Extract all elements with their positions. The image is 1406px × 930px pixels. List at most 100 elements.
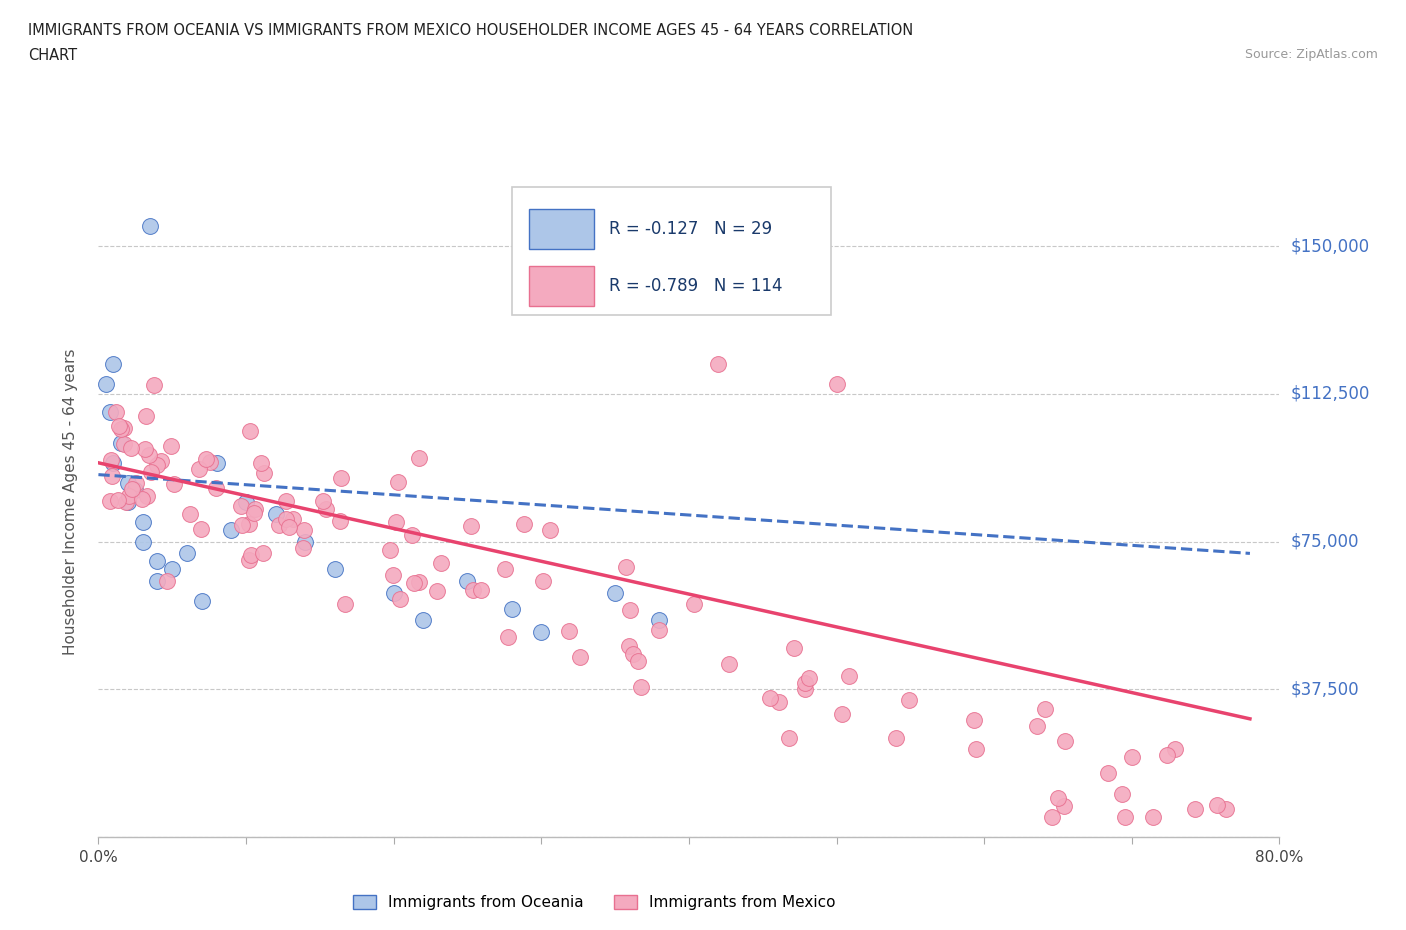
Point <box>778 731 800 746</box>
Point <box>614 560 637 575</box>
Point <box>229 498 252 513</box>
Point <box>269 518 291 533</box>
FancyBboxPatch shape <box>530 266 595 306</box>
Y-axis label: Householder Income Ages 45 - 64 years: Householder Income Ages 45 - 64 years <box>63 349 77 656</box>
Point <box>239 423 262 438</box>
Point <box>131 492 153 507</box>
Point <box>100 452 122 467</box>
Point <box>107 419 129 434</box>
Point <box>1205 798 1227 813</box>
Point <box>335 596 357 611</box>
Point <box>242 506 264 521</box>
Point <box>291 540 314 555</box>
Point <box>470 583 492 598</box>
Point <box>768 695 790 710</box>
Point <box>538 523 561 538</box>
Point <box>121 482 143 497</box>
Point <box>315 501 337 516</box>
Point <box>408 451 430 466</box>
Point <box>163 477 186 492</box>
Point <box>115 495 138 510</box>
Point <box>1156 748 1178 763</box>
Point <box>107 493 129 508</box>
Point <box>1033 701 1056 716</box>
Point <box>124 483 146 498</box>
Point <box>1184 801 1206 816</box>
Point <box>717 657 740 671</box>
Point <box>238 553 260 568</box>
Point <box>323 562 346 577</box>
Point <box>501 601 523 616</box>
Point <box>648 623 671 638</box>
Point <box>231 518 253 533</box>
Point <box>378 542 401 557</box>
Point <box>385 514 408 529</box>
Point <box>238 517 260 532</box>
Point <box>456 574 478 589</box>
Point <box>1142 810 1164 825</box>
Point <box>94 377 117 392</box>
Point <box>103 456 125 471</box>
Point <box>103 357 125 372</box>
Text: $112,500: $112,500 <box>1291 385 1369 403</box>
Point <box>98 405 121 419</box>
Point <box>1040 810 1063 825</box>
Point <box>825 377 848 392</box>
Point <box>98 494 121 509</box>
Point <box>533 573 555 588</box>
Point <box>619 603 641 618</box>
Point <box>886 731 908 746</box>
Point <box>125 476 148 491</box>
Point <box>117 475 139 490</box>
Point <box>294 534 316 549</box>
Point <box>1111 786 1133 801</box>
Point <box>150 454 173 469</box>
Point <box>558 624 581 639</box>
Point <box>621 646 644 661</box>
Point <box>278 520 301 535</box>
Point <box>250 456 273 471</box>
Point <box>143 378 166 392</box>
Point <box>146 554 169 569</box>
Point <box>1114 810 1136 825</box>
Point <box>838 669 860 684</box>
Point <box>389 591 412 606</box>
Point <box>104 405 127 420</box>
Point <box>162 562 183 577</box>
FancyBboxPatch shape <box>512 188 831 314</box>
Point <box>176 546 198 561</box>
Text: Source: ZipAtlas.com: Source: ZipAtlas.com <box>1244 48 1378 61</box>
Point <box>793 675 815 690</box>
Point <box>630 679 652 694</box>
Point <box>281 512 304 526</box>
Point <box>132 534 155 549</box>
Point <box>494 562 516 577</box>
Point <box>463 583 485 598</box>
Point <box>513 516 536 531</box>
Point <box>965 741 987 756</box>
Point <box>460 518 482 533</box>
Point <box>382 585 405 600</box>
Point <box>707 357 730 372</box>
Point <box>381 567 404 582</box>
Point <box>139 219 162 234</box>
Point <box>426 584 449 599</box>
Point <box>205 456 228 471</box>
Text: $150,000: $150,000 <box>1291 237 1369 255</box>
Point <box>101 469 124 484</box>
Point <box>1026 718 1049 733</box>
Point <box>160 439 183 454</box>
Text: CHART: CHART <box>28 48 77 63</box>
Point <box>797 671 820 685</box>
Point <box>156 573 179 588</box>
FancyBboxPatch shape <box>530 208 595 248</box>
Point <box>274 512 297 526</box>
Point <box>205 481 228 496</box>
Point <box>408 575 430 590</box>
Text: IMMIGRANTS FROM OCEANIA VS IMMIGRANTS FROM MEXICO HOUSEHOLDER INCOME AGES 45 - 6: IMMIGRANTS FROM OCEANIA VS IMMIGRANTS FR… <box>28 23 914 38</box>
Point <box>1054 733 1077 748</box>
Point <box>401 527 423 542</box>
Point <box>117 488 139 503</box>
Text: R = -0.127   N = 29: R = -0.127 N = 29 <box>609 219 772 238</box>
Point <box>963 712 986 727</box>
